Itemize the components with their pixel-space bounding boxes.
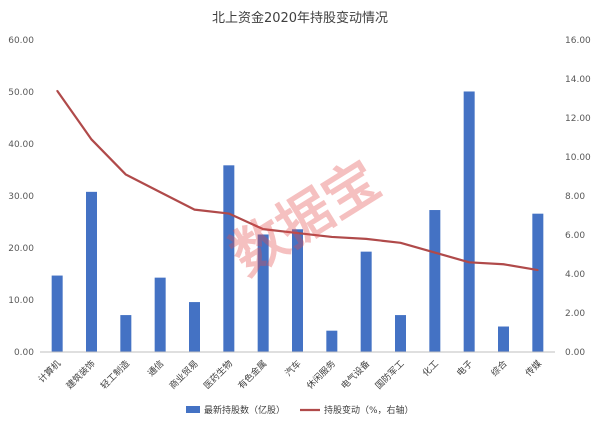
line-point (125, 173, 127, 176)
y-right-axis: 0.00 2.00 4.00 6.00 8.00 10.00 12.00 14.00 16.00 (565, 36, 591, 358)
line-point (296, 232, 299, 234)
line-point (365, 238, 367, 240)
y-right-tick-label: 6.00 (565, 231, 585, 241)
line-point (56, 89, 58, 92)
bar (360, 251, 372, 352)
y-right-tick-label: 8.00 (565, 192, 585, 202)
line-series (56, 89, 539, 272)
line-point (537, 269, 539, 271)
line-point (434, 251, 436, 254)
line-point (262, 228, 264, 230)
y-right-tick-label: 14.00 (565, 75, 591, 85)
bar (189, 302, 200, 352)
bar-series (51, 91, 544, 352)
legend-bar-swatch (186, 406, 200, 413)
y-left-tick-label: 0.00 (14, 348, 34, 358)
line-point (399, 242, 402, 244)
chart-title: 北上资金2020年持股变动情况 (212, 10, 388, 26)
legend: 最新持股数（亿股） 持股变动（%，右轴） (186, 404, 414, 416)
y-left-tick-label: 30.00 (8, 192, 34, 202)
y-left-tick-label: 10.00 (8, 296, 34, 306)
y-right-tick-label: 12.00 (565, 114, 591, 124)
bar (154, 277, 166, 352)
y-left-tick-label: 60.00 (8, 36, 34, 46)
bar (51, 275, 63, 352)
line-point (331, 236, 333, 238)
bar (395, 315, 406, 352)
y-left-axis: 0.00 10.00 20.00 30.00 40.00 50.00 60.00 (8, 36, 34, 358)
line-point (159, 191, 161, 193)
bar (86, 191, 97, 352)
y-right-tick-label: 2.00 (565, 309, 585, 319)
y-left-tick-label: 40.00 (8, 140, 34, 150)
bar (292, 229, 303, 352)
y-right-tick-label: 0.00 (565, 348, 585, 358)
y-left-tick-label: 20.00 (8, 244, 34, 254)
line-point (228, 212, 230, 215)
bar (498, 326, 509, 352)
legend-bar-label: 最新持股数（亿股） (204, 404, 285, 416)
bar (326, 330, 338, 352)
bar (223, 165, 235, 352)
y-right-tick-label: 4.00 (565, 270, 585, 280)
bar (120, 315, 132, 352)
line-point (193, 208, 196, 211)
line-point (502, 263, 505, 266)
bar (532, 213, 544, 352)
line-point (468, 261, 470, 264)
line-point (90, 138, 93, 141)
y-right-tick-label: 16.00 (565, 36, 591, 46)
bar (463, 91, 475, 352)
y-right-tick-label: 10.00 (565, 153, 591, 163)
y-left-tick-label: 50.00 (8, 88, 34, 98)
bar (429, 210, 441, 352)
bar (257, 234, 269, 352)
legend-line-label: 持股变动（%，右轴） (324, 404, 414, 416)
